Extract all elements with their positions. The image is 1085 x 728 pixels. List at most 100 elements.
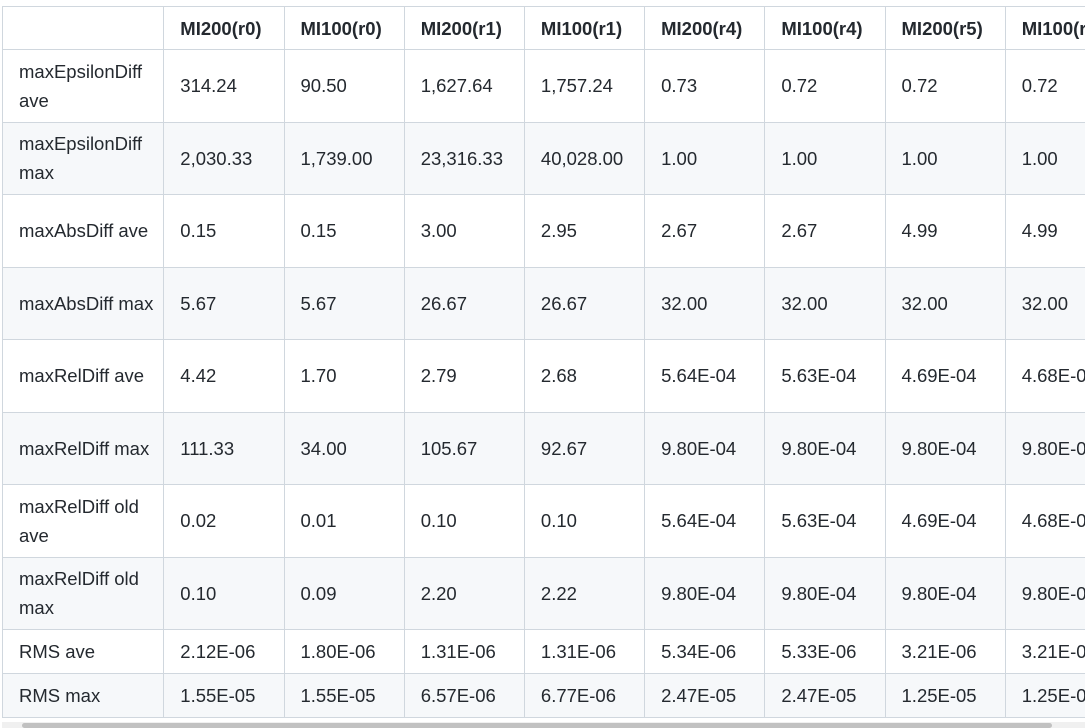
table-cell: 111.33 <box>163 411 285 485</box>
table-cell: 1,739.00 <box>283 121 405 195</box>
table-cell: 3.21E-06 <box>884 629 1006 674</box>
table-cell: 9.80E-04 <box>1004 411 1085 485</box>
table-cell: 0.72 <box>884 49 1006 123</box>
table-cell: 26.67 <box>403 266 525 340</box>
table-cell: 32.00 <box>1004 266 1085 340</box>
header-cell-empty <box>2 6 165 50</box>
table-row: maxRelDiff ave 4.42 1.70 2.79 2.68 5.64E-04 5.… <box>2 339 1085 413</box>
table-cell: 1.70 <box>283 339 405 413</box>
table-cell: 1.00 <box>884 121 1006 195</box>
header-cell: MI200(r4) <box>644 6 766 50</box>
table-cell: 2.95 <box>523 194 646 268</box>
table-cell: 4.68E-04 <box>1004 484 1085 558</box>
table-cell: 0.72 <box>1004 49 1085 123</box>
table-cell: 2.47E-05 <box>644 673 766 718</box>
table-cell: 0.15 <box>283 194 405 268</box>
table-header-row: MI200(r0) MI100(r0) MI200(r1) MI100(r1) … <box>2 6 1085 50</box>
table-cell: 3.00 <box>403 194 525 268</box>
header-cell: MI100(r5) <box>1004 6 1085 50</box>
table-cell: 34.00 <box>283 411 405 485</box>
table-cell: 9.80E-04 <box>1004 556 1085 630</box>
table-cell: 9.80E-04 <box>764 556 886 630</box>
table-cell: 4.99 <box>1004 194 1085 268</box>
table-cell: 0.10 <box>523 484 646 558</box>
table-cell: 1.25E-05 <box>1004 673 1085 718</box>
table-row: maxRelDiff old ave 0.02 0.01 0.10 0.10 5.64E-… <box>2 484 1085 558</box>
table-cell: 5.63E-04 <box>764 484 886 558</box>
table-cell: 314.24 <box>163 49 285 123</box>
table-cell: 105.67 <box>403 411 525 485</box>
table-cell: 0.02 <box>163 484 285 558</box>
table-cell: 9.80E-04 <box>644 411 766 485</box>
table-cell: 0.10 <box>163 556 285 630</box>
table-cell: 4.99 <box>884 194 1006 268</box>
table-cell: 1.31E-06 <box>523 629 646 674</box>
table-container: MI200(r0) MI100(r0) MI200(r1) MI100(r1) … <box>2 6 1085 722</box>
table-cell: 32.00 <box>764 266 886 340</box>
table-cell: 6.57E-06 <box>403 673 525 718</box>
row-label: maxRelDiff max <box>2 411 165 485</box>
table-cell: 9.80E-04 <box>884 411 1006 485</box>
table-cell: 5.67 <box>283 266 405 340</box>
table-cell: 2.67 <box>764 194 886 268</box>
table-cell: 5.63E-04 <box>764 339 886 413</box>
table-cell: 1.55E-05 <box>283 673 405 718</box>
table-cell: 5.64E-04 <box>644 339 766 413</box>
table-row: maxEpsilonDiff max 2,030.33 1,739.00 23,316… <box>2 121 1085 195</box>
header-cell: MI200(r5) <box>884 6 1006 50</box>
header-cell: MI100(r4) <box>764 6 886 50</box>
table-cell: 5.34E-06 <box>644 629 766 674</box>
row-label: RMS ave <box>2 629 165 674</box>
row-label: maxEpsilonDiff ave <box>2 49 165 123</box>
table-cell: 26.67 <box>523 266 646 340</box>
table-cell: 90.50 <box>283 49 405 123</box>
table-cell: 0.73 <box>644 49 766 123</box>
table-cell: 0.15 <box>163 194 285 268</box>
table-cell: 2.79 <box>403 339 525 413</box>
row-label: maxRelDiff old max <box>2 556 165 630</box>
table-cell: 2.22 <box>523 556 646 630</box>
table-cell: 4.69E-04 <box>884 339 1006 413</box>
header-cell: MI100(r1) <box>523 6 646 50</box>
table-cell: 92.67 <box>523 411 646 485</box>
header-cell: MI200(r1) <box>403 6 525 50</box>
table-cell: 1.00 <box>1004 121 1085 195</box>
scrollbar-thumb[interactable] <box>22 723 1052 728</box>
table-row: maxRelDiff max 111.33 34.00 105.67 92.67 9.80… <box>2 411 1085 485</box>
table-cell: 2,030.33 <box>163 121 285 195</box>
table-cell: 5.67 <box>163 266 285 340</box>
table-row: RMS ave 2.12E-06 1.80E-06 1.31E-06 1.31E-06 5… <box>2 629 1085 674</box>
table-cell: 32.00 <box>644 266 766 340</box>
table-row: maxAbsDiff max 5.67 5.67 26.67 26.67 32.00 32.… <box>2 266 1085 340</box>
row-label: maxAbsDiff max <box>2 266 165 340</box>
table-cell: 4.69E-04 <box>884 484 1006 558</box>
row-label: maxAbsDiff ave <box>2 194 165 268</box>
table-cell: 0.01 <box>283 484 405 558</box>
table-cell: 9.80E-04 <box>884 556 1006 630</box>
row-label: maxRelDiff old ave <box>2 484 165 558</box>
table-cell: 32.00 <box>884 266 1006 340</box>
table-cell: 40,028.00 <box>523 121 646 195</box>
table-cell: 2.20 <box>403 556 525 630</box>
table-row: maxEpsilonDiff ave 314.24 90.50 1,627.64 1,7… <box>2 49 1085 123</box>
row-label: RMS max <box>2 673 165 718</box>
table-cell: 5.64E-04 <box>644 484 766 558</box>
table-cell: 5.33E-06 <box>764 629 886 674</box>
table-cell: 0.72 <box>764 49 886 123</box>
table-cell: 4.42 <box>163 339 285 413</box>
table-cell: 0.09 <box>283 556 405 630</box>
row-label: maxRelDiff ave <box>2 339 165 413</box>
header-cell: MI100(r0) <box>283 6 405 50</box>
table-row: maxRelDiff old max 0.10 0.09 2.20 2.22 9.80E-… <box>2 556 1085 630</box>
table-cell: 1.25E-05 <box>884 673 1006 718</box>
table-cell: 1.80E-06 <box>283 629 405 674</box>
table-cell: 9.80E-04 <box>764 411 886 485</box>
table-cell: 6.77E-06 <box>523 673 646 718</box>
horizontal-scrollbar[interactable] <box>2 722 1085 728</box>
row-label: maxEpsilonDiff max <box>2 121 165 195</box>
table-cell: 1.55E-05 <box>163 673 285 718</box>
header-cell: MI200(r0) <box>163 6 285 50</box>
table-cell: 1.00 <box>644 121 766 195</box>
table-row: maxAbsDiff ave 0.15 0.15 3.00 2.95 2.67 2.67 4.… <box>2 194 1085 268</box>
comparison-table: MI200(r0) MI100(r0) MI200(r1) MI100(r1) … <box>2 6 1085 718</box>
